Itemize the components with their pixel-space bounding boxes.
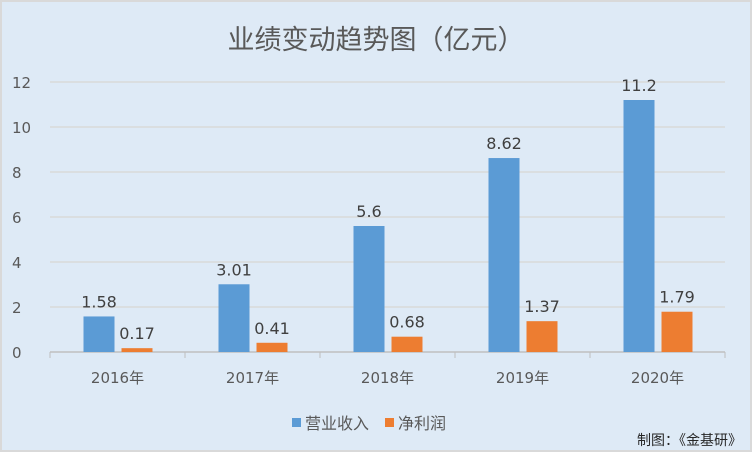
bar-profit: [526, 321, 558, 352]
data-label: 0.17: [119, 324, 155, 343]
chart-title: 业绩变动趋势图（亿元）: [227, 25, 525, 56]
legend-label-revenue: 营业收入: [305, 414, 370, 433]
y-tick-label: 8: [12, 164, 22, 182]
x-tick-label: 2019年: [496, 369, 549, 387]
bar-revenue: [623, 100, 655, 352]
legend-label-profit: 净利润: [398, 414, 447, 433]
y-tick-label: 10: [12, 119, 31, 137]
bar-profit: [256, 342, 288, 352]
data-label: 0.41: [254, 319, 290, 338]
bar-profit: [391, 336, 423, 352]
bar-profit: [121, 348, 153, 352]
legend-swatch-profit: [385, 417, 395, 427]
bar-profit: [661, 311, 693, 352]
y-tick-label: 0: [12, 344, 22, 362]
legend-swatch-revenue: [292, 417, 301, 427]
legend-item-revenue: 营业收入: [292, 410, 369, 434]
data-label: 11.2: [621, 76, 657, 95]
data-label: 5.6: [356, 202, 381, 221]
y-tick-label: 2: [12, 299, 22, 317]
data-label: 1.58: [81, 292, 117, 311]
x-tick-label: 2020年: [631, 369, 684, 387]
credit-text: 制图：《金基研》: [637, 433, 742, 449]
data-label: 0.68: [389, 313, 425, 332]
x-tick-label: 2018年: [361, 369, 414, 387]
bar-revenue: [83, 316, 115, 352]
data-label: 1.37: [524, 297, 560, 316]
legend-item-profit: 净利润: [385, 410, 446, 434]
x-tick-label: 2016年: [91, 369, 144, 387]
data-label: 1.79: [659, 288, 695, 307]
bar-revenue: [218, 284, 250, 352]
bar-revenue: [488, 158, 520, 352]
data-label: 8.62: [486, 134, 522, 153]
bar-revenue: [353, 226, 385, 352]
x-tick-label: 2017年: [226, 369, 279, 387]
data-label: 3.01: [216, 260, 252, 279]
y-tick-label: 4: [12, 254, 22, 272]
legend: 营业收入 净利润: [292, 410, 446, 434]
y-tick-label: 12: [12, 74, 31, 92]
y-tick-label: 6: [12, 209, 22, 227]
